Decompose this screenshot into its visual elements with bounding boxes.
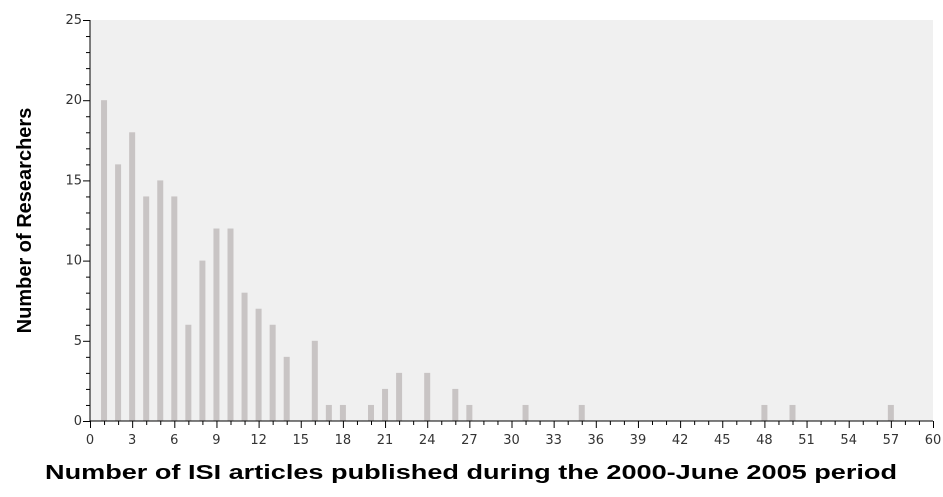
bar bbox=[143, 196, 150, 421]
bar bbox=[283, 356, 290, 421]
bar bbox=[157, 180, 164, 421]
x-axis: 0 3 6 9 12 15 18 21 24 27 30 33 36 39 42 45 48 51 54 57 60 bbox=[86, 420, 942, 448]
x-tick-label: 21 bbox=[377, 433, 394, 448]
bar bbox=[368, 404, 374, 421]
bar bbox=[789, 404, 796, 421]
y-tick-label: 25 bbox=[65, 13, 82, 28]
bar bbox=[452, 388, 459, 421]
bar bbox=[115, 164, 122, 422]
bar bbox=[311, 340, 318, 421]
x-tick-label: 54 bbox=[840, 433, 857, 448]
x-tick-label: 36 bbox=[588, 433, 605, 448]
x-axis-title: Number of ISI articles published during … bbox=[45, 462, 897, 484]
x-tick-label: 3 bbox=[128, 433, 136, 448]
bar bbox=[578, 404, 585, 421]
x-tick-label: 6 bbox=[170, 433, 178, 448]
bar bbox=[382, 388, 389, 421]
bar bbox=[199, 260, 206, 421]
x-tick-label: 39 bbox=[630, 433, 647, 448]
x-tick-label: 12 bbox=[250, 433, 267, 448]
y-tick-label: 5 bbox=[74, 334, 82, 349]
bar bbox=[213, 228, 220, 421]
y-tick-label: 10 bbox=[65, 254, 82, 269]
y-tick-label: 20 bbox=[65, 93, 82, 108]
bar bbox=[269, 324, 276, 421]
bar bbox=[241, 292, 248, 421]
x-tick-label: 33 bbox=[545, 433, 562, 448]
bar bbox=[171, 196, 178, 421]
bar bbox=[466, 404, 473, 421]
y-axis-title: Number of Researchers bbox=[14, 108, 36, 334]
x-tick-label: 9 bbox=[212, 433, 220, 448]
x-tick-label: 60 bbox=[925, 433, 942, 448]
bar bbox=[396, 372, 403, 421]
bar bbox=[185, 324, 192, 421]
x-tick-label: 18 bbox=[335, 433, 352, 448]
bar bbox=[101, 100, 108, 421]
x-tick-label: 0 bbox=[86, 433, 94, 448]
x-tick-label: 51 bbox=[798, 433, 815, 448]
y-tick-label: 15 bbox=[65, 173, 82, 188]
x-tick-label: 15 bbox=[292, 433, 309, 448]
bar bbox=[255, 308, 262, 421]
x-tick-label: 24 bbox=[419, 433, 436, 448]
bar bbox=[887, 404, 894, 421]
x-tick-label: 48 bbox=[756, 433, 773, 448]
bar bbox=[424, 372, 431, 421]
bar bbox=[129, 132, 136, 421]
bar bbox=[339, 404, 346, 421]
y-tick-label: 0 bbox=[74, 414, 82, 429]
bar bbox=[325, 404, 332, 421]
bar bbox=[522, 404, 529, 421]
x-tick-label: 57 bbox=[883, 433, 900, 448]
x-tick-label: 42 bbox=[672, 433, 689, 448]
x-tick-label: 45 bbox=[714, 433, 731, 448]
bar bbox=[761, 404, 768, 421]
x-tick-label: 27 bbox=[461, 433, 478, 448]
y-axis: 0 5 10 15 20 25 bbox=[65, 13, 91, 429]
x-tick-label: 30 bbox=[503, 433, 520, 448]
bars bbox=[101, 100, 894, 422]
bar bbox=[227, 228, 234, 421]
